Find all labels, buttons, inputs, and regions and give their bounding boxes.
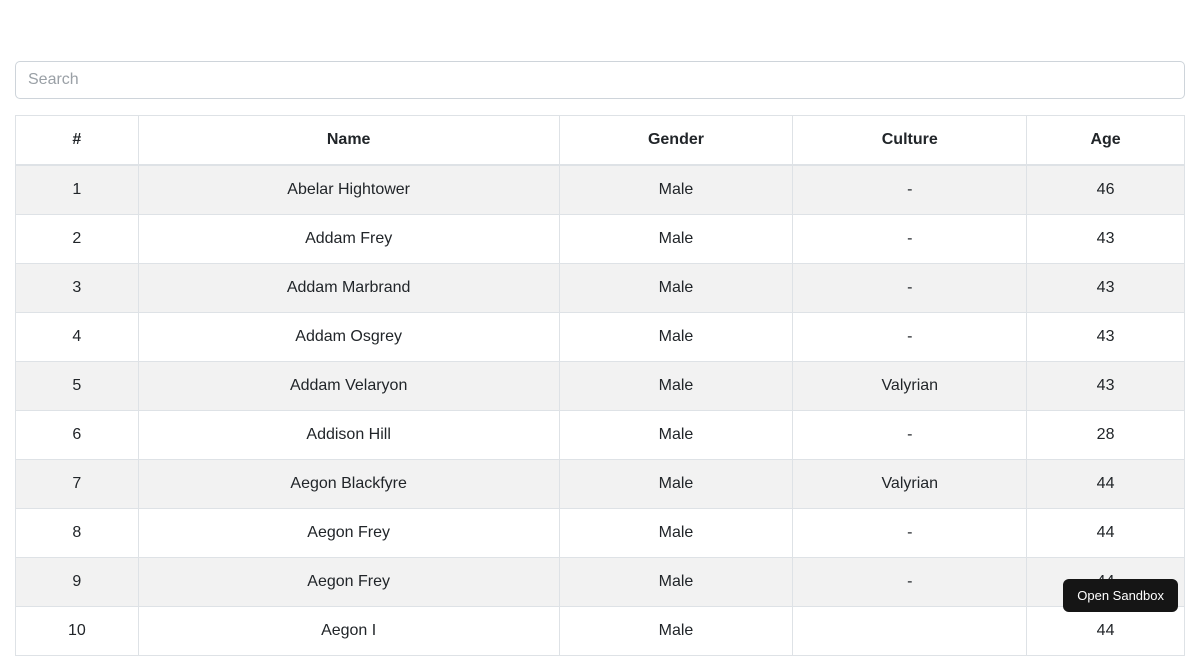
cell-culture: Valyrian bbox=[793, 460, 1027, 509]
cell-culture: - bbox=[793, 509, 1027, 558]
cell-name: Aegon Frey bbox=[138, 509, 559, 558]
column-header-name: Name bbox=[138, 116, 559, 166]
cell-culture: - bbox=[793, 215, 1027, 264]
cell-age: 43 bbox=[1027, 215, 1185, 264]
cell-culture bbox=[793, 607, 1027, 656]
cell-number: 1 bbox=[16, 165, 139, 215]
cell-name: Addam Osgrey bbox=[138, 313, 559, 362]
table-header-row: # Name Gender Culture Age bbox=[16, 116, 1185, 166]
cell-age: 43 bbox=[1027, 313, 1185, 362]
cell-age: 28 bbox=[1027, 411, 1185, 460]
cell-gender: Male bbox=[559, 264, 793, 313]
cell-gender: Male bbox=[559, 509, 793, 558]
cell-age: 44 bbox=[1027, 509, 1185, 558]
cell-name: Addison Hill bbox=[138, 411, 559, 460]
cell-gender: Male bbox=[559, 313, 793, 362]
cell-age: 44 bbox=[1027, 607, 1185, 656]
cell-culture: - bbox=[793, 264, 1027, 313]
column-header-culture: Culture bbox=[793, 116, 1027, 166]
cell-gender: Male bbox=[559, 165, 793, 215]
column-header-gender: Gender bbox=[559, 116, 793, 166]
cell-number: 9 bbox=[16, 558, 139, 607]
cell-culture: - bbox=[793, 165, 1027, 215]
column-header-age: Age bbox=[1027, 116, 1185, 166]
column-header-number: # bbox=[16, 116, 139, 166]
cell-name: Abelar Hightower bbox=[138, 165, 559, 215]
cell-age: 43 bbox=[1027, 362, 1185, 411]
cell-culture: - bbox=[793, 313, 1027, 362]
cell-name: Addam Frey bbox=[138, 215, 559, 264]
cell-gender: Male bbox=[559, 558, 793, 607]
cell-name: Aegon I bbox=[138, 607, 559, 656]
cell-number: 7 bbox=[16, 460, 139, 509]
cell-number: 10 bbox=[16, 607, 139, 656]
cell-name: Aegon Frey bbox=[138, 558, 559, 607]
open-sandbox-button[interactable]: Open Sandbox bbox=[1063, 579, 1178, 612]
cell-gender: Male bbox=[559, 607, 793, 656]
cell-age: 43 bbox=[1027, 264, 1185, 313]
cell-culture: Valyrian bbox=[793, 362, 1027, 411]
cell-number: 6 bbox=[16, 411, 139, 460]
cell-gender: Male bbox=[559, 362, 793, 411]
cell-gender: Male bbox=[559, 215, 793, 264]
cell-gender: Male bbox=[559, 411, 793, 460]
cell-number: 2 bbox=[16, 215, 139, 264]
cell-name: Addam Velaryon bbox=[138, 362, 559, 411]
cell-gender: Male bbox=[559, 460, 793, 509]
cell-culture: - bbox=[793, 411, 1027, 460]
cell-number: 3 bbox=[16, 264, 139, 313]
search-input[interactable] bbox=[15, 61, 1185, 99]
cell-name: Aegon Blackfyre bbox=[138, 460, 559, 509]
cell-number: 5 bbox=[16, 362, 139, 411]
cell-culture: - bbox=[793, 558, 1027, 607]
cell-name: Addam Marbrand bbox=[138, 264, 559, 313]
table-header: # Name Gender Culture Age bbox=[16, 116, 1185, 166]
cell-age: 44 bbox=[1027, 460, 1185, 509]
cell-number: 4 bbox=[16, 313, 139, 362]
cell-number: 8 bbox=[16, 509, 139, 558]
cell-age: 46 bbox=[1027, 165, 1185, 215]
